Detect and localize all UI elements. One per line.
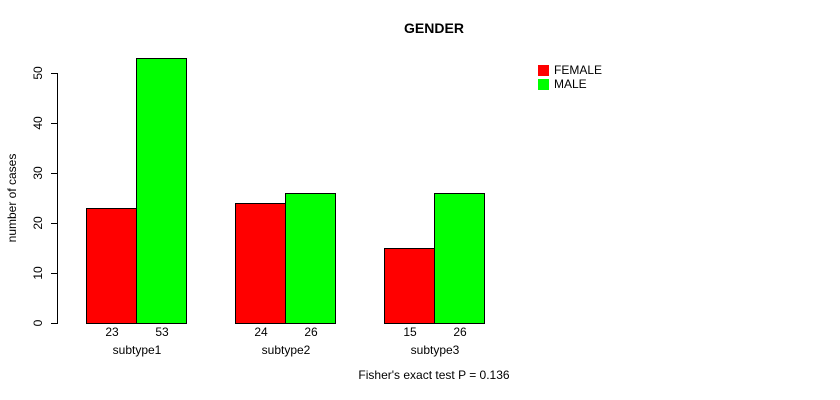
bar-value-label: 15 <box>403 325 417 339</box>
bar-value-label: 53 <box>155 325 169 339</box>
bar-male-subtype2 <box>285 193 336 324</box>
category-label-subtype3: subtype3 <box>410 343 460 357</box>
y-tick-mark <box>51 223 57 224</box>
chart-title: GENDER <box>404 20 464 36</box>
category-label-subtype1: subtype1 <box>112 343 162 357</box>
category-label-subtype2: subtype2 <box>261 343 311 357</box>
y-tick-label: 0 <box>31 319 45 327</box>
y-tick-label: 30 <box>31 166 45 180</box>
legend-swatch-female <box>538 65 549 76</box>
legend-item-female: FEMALE <box>538 63 603 77</box>
legend: FEMALE MALE <box>538 63 603 91</box>
y-tick-label: 50 <box>31 66 45 80</box>
y-tick-mark <box>51 173 57 174</box>
bar-male-subtype3 <box>434 193 485 324</box>
y-tick-mark <box>51 123 57 124</box>
bar-male-subtype1 <box>136 58 187 324</box>
y-axis-line <box>57 73 58 324</box>
bar-value-label: 23 <box>105 325 119 339</box>
legend-item-male: MALE <box>538 77 602 91</box>
legend-label: FEMALE <box>554 63 603 77</box>
y-tick-label: 10 <box>31 266 45 280</box>
annotation-text: Fisher's exact test P = 0.136 <box>358 368 510 382</box>
legend-label: MALE <box>554 77 587 91</box>
bar-value-label: 26 <box>304 325 318 339</box>
bar-female-subtype3 <box>384 248 435 324</box>
y-tick-mark <box>51 73 57 74</box>
legend-swatch-male <box>538 79 549 90</box>
bar-female-subtype2 <box>235 203 286 324</box>
bar-value-label: 26 <box>453 325 467 339</box>
y-tick-mark <box>51 273 57 274</box>
y-tick-mark <box>51 323 57 324</box>
y-tick-label: 20 <box>31 216 45 230</box>
y-tick-label: 40 <box>31 116 45 130</box>
bar-value-label: 24 <box>254 325 268 339</box>
bar-female-subtype1 <box>86 208 137 324</box>
